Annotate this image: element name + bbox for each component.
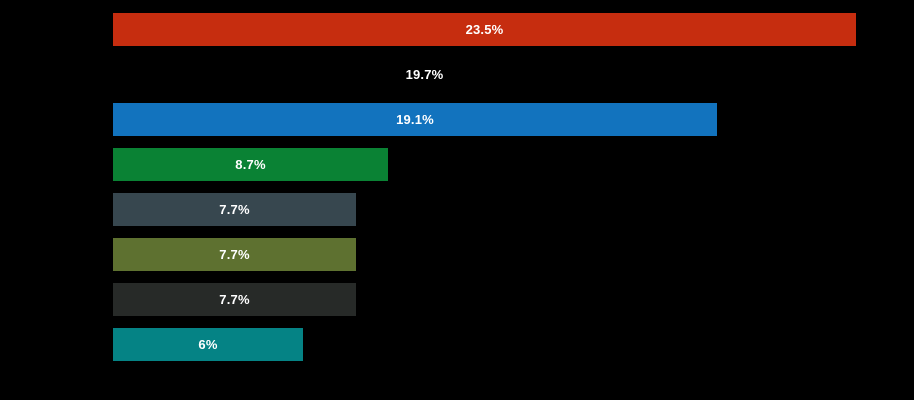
bar: 23.5% [113,13,856,46]
bar-label: 6% [198,337,218,352]
bar-label: 8.7% [235,157,266,172]
plot-area: 23.5% 19.7% 19.1% 8.7% 7.7% 7.7% 7.7% 6% [113,13,856,387]
bar-label: 23.5% [465,22,504,37]
bar: 7.7% [113,238,356,271]
bar: 8.7% [113,148,388,181]
bar-label: 19.7% [405,67,444,82]
bar: 7.7% [113,283,356,316]
bar: 6% [113,328,303,361]
bar-label: 7.7% [219,292,250,307]
bar-label: 7.7% [219,247,250,262]
bar: 19.7% [113,58,736,91]
bar: 7.7% [113,193,356,226]
bar-label: 19.1% [396,112,434,127]
bar: 19.1% [113,103,717,136]
bar-label: 7.7% [219,202,250,217]
